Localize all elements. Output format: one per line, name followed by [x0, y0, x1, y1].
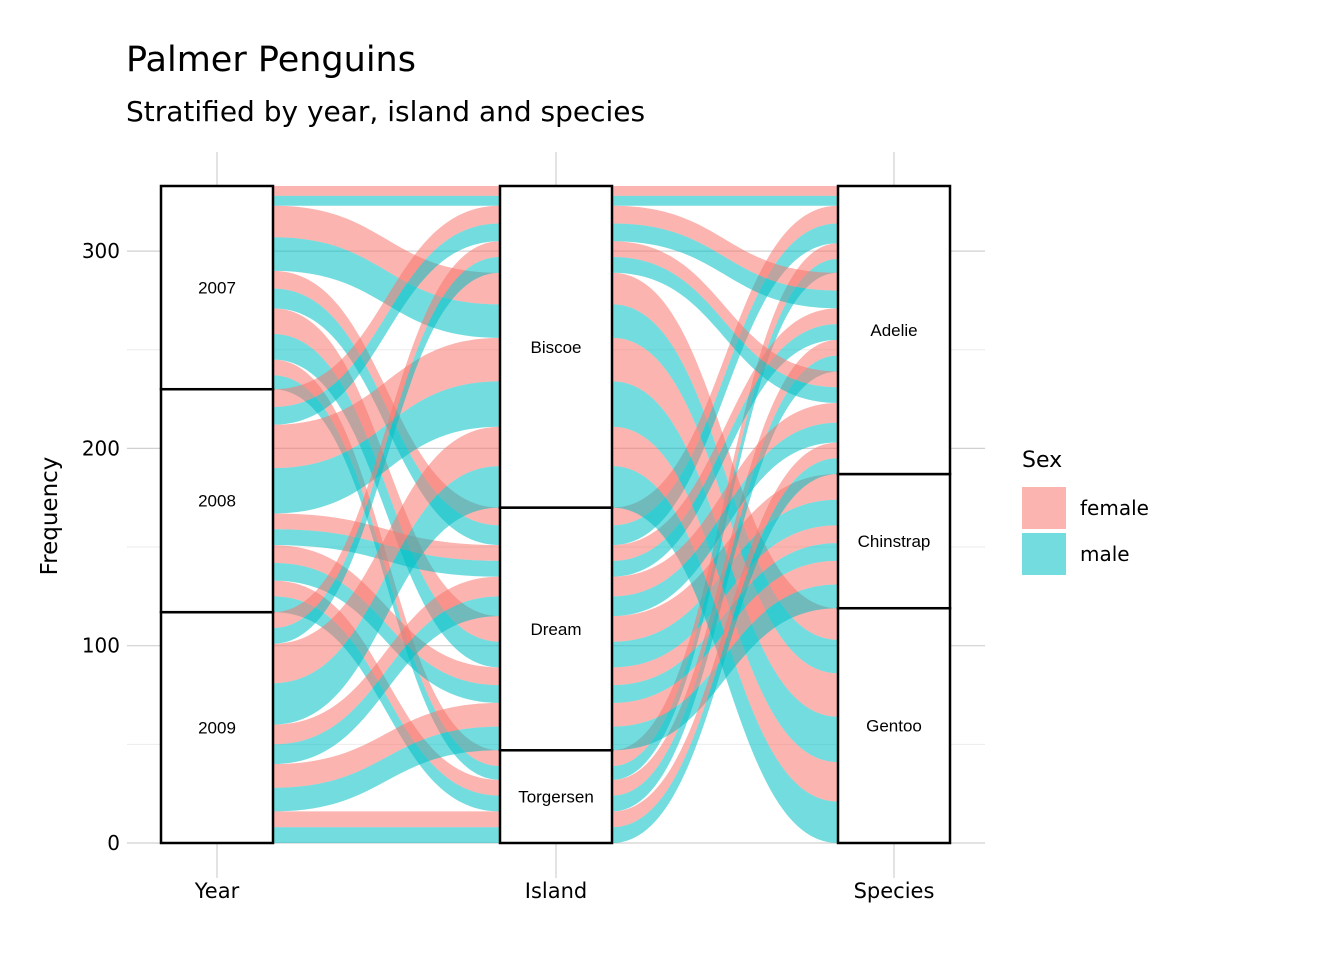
flow-2008-Torgersen-Adelie-male-year: [273, 596, 500, 812]
legend: Sex female male: [1022, 448, 1149, 577]
flow-2009-Dream-Chinstrap-male-island: [612, 584, 838, 751]
axes: 0 100 200 300 Year Island Species: [82, 239, 935, 903]
stratum-label-Adelie: Adelie: [870, 321, 917, 340]
flow-2009-Biscoe-Gentoo-male-year: [273, 466, 500, 725]
flow-2008-Biscoe-Gentoo-female-year: [273, 337, 500, 469]
stratum-label-Dream: Dream: [530, 620, 581, 639]
flow-2008-Torgersen-Adelie-female-island: [612, 339, 838, 796]
flow-2007-Dream-Chinstrap-female-year: [273, 308, 500, 642]
stratum-label-Torgersen: Torgersen: [518, 788, 594, 807]
flow-2008-Torgersen-Adelie-male-island: [612, 355, 838, 812]
flow-2007-Biscoe-Adelie-female-year: [273, 186, 500, 196]
x-tick-label-year: Year: [194, 879, 240, 903]
flow-2009-Torgersen-Adelie-female-year: [273, 811, 500, 828]
y-tick-label: 100: [82, 634, 120, 658]
legend-label-female: female: [1080, 496, 1149, 520]
flow-2008-Biscoe-Adelie-male-island: [612, 223, 838, 309]
flow-2007-Dream-Adelie-male-island: [612, 223, 838, 546]
flow-2007-Biscoe-Gentoo-female-year: [273, 205, 500, 305]
flow-2009-Dream-Chinstrap-female-year: [273, 702, 500, 788]
legend-label-male: male: [1080, 542, 1130, 566]
y-tick-label: 200: [82, 436, 120, 460]
flow-2007-Biscoe-Gentoo-male-island: [612, 304, 838, 674]
flow-2007-Biscoe-Adelie-female-island: [612, 186, 838, 196]
legend-item-female: female: [1022, 485, 1149, 531]
stratum-Torgersen: [498, 749, 614, 845]
flow-2008-Biscoe-Adelie-female-year: [273, 205, 500, 407]
stratum-2007: [159, 184, 275, 391]
flow-2009-Biscoe-Adelie-female-island: [612, 241, 838, 388]
stratum-label-Chinstrap: Chinstrap: [858, 532, 931, 551]
flow-2009-Dream-Adelie-male-island: [612, 422, 838, 617]
legend-swatch-male: [1022, 533, 1066, 575]
flow-2008-Dream-Adelie-male-island: [612, 324, 838, 577]
strata: 2009 2008 2007 Torgersen Dream Biscoe Gentoo Ch…: [159, 184, 952, 845]
chart-title: Palmer Penguins: [126, 40, 416, 80]
stratum-Chinstrap: [836, 472, 952, 610]
flow-2008-Biscoe-Adelie-female-island: [612, 205, 838, 291]
flow-2008-Dream-Adelie-female-island: [612, 308, 838, 561]
stratum-Adelie: [836, 184, 952, 476]
flow-2007-Dream-Adelie-female-island: [612, 205, 838, 526]
flow-2009-Biscoe-Adelie-female-year: [273, 241, 500, 628]
chart-subtitle: Stratified by year, island and species: [126, 95, 646, 128]
flow-2009-Torgersen-Adelie-male-island: [612, 458, 838, 843]
legend-swatch-female: [1022, 487, 1066, 529]
flow-2009-Torgersen-Adelie-female-island: [612, 442, 838, 828]
x-tick-label-species: Species: [854, 879, 935, 903]
flow-2009-Dream-Adelie-female-island: [612, 403, 838, 597]
flow-2008-Dream-Chinstrap-male-year: [273, 562, 500, 703]
stratum-label-2009: 2009: [198, 719, 236, 738]
legend-item-male: male: [1022, 531, 1149, 577]
legend-title: Sex: [1022, 448, 1063, 473]
stratum-2009: [159, 610, 275, 845]
flow-2007-Biscoe-Gentoo-male-year: [273, 237, 500, 338]
y-tick-label: 300: [82, 239, 120, 263]
flow-2007-Biscoe-Adelie-male-island: [612, 195, 838, 206]
y-axis-label: Frequency: [37, 456, 63, 576]
stratum-label-Biscoe: Biscoe: [530, 338, 581, 357]
flow-2009-Torgersen-Adelie-male-year: [273, 827, 500, 843]
flow-2009-Dream-Adelie-female-year: [273, 576, 500, 745]
flow-2009-Dream-Chinstrap-male-year: [273, 726, 500, 812]
stratum-label-Gentoo: Gentoo: [866, 717, 922, 736]
flow-2009-Biscoe-Adelie-male-island: [612, 257, 838, 404]
flow-2009-Biscoe-Gentoo-female-island: [612, 426, 838, 802]
flow-2009-Dream-Adelie-male-year: [273, 596, 500, 765]
stratum-Biscoe: [498, 184, 614, 509]
flow-2007-Dream-Chinstrap-male-year: [273, 333, 500, 668]
flows: [273, 186, 838, 843]
stratum-label-2008: 2008: [198, 492, 236, 511]
flow-2007-Biscoe-Adelie-male-year: [273, 195, 500, 206]
flow-2008-Biscoe-Adelie-male-year: [273, 223, 500, 425]
stratum-Gentoo: [836, 606, 952, 845]
y-tick-label: 0: [107, 831, 120, 855]
flow-2009-Biscoe-Adelie-male-year: [273, 257, 500, 644]
stratum-label-2007: 2007: [198, 279, 236, 298]
stratum-2008: [159, 387, 275, 614]
x-tick-label-island: Island: [525, 879, 587, 903]
flow-2009-Biscoe-Gentoo-female-year: [273, 426, 500, 684]
